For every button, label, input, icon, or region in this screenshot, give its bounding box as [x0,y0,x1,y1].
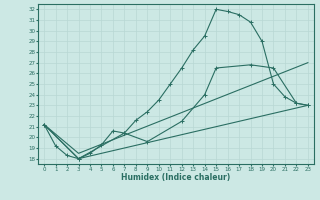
X-axis label: Humidex (Indice chaleur): Humidex (Indice chaleur) [121,173,231,182]
